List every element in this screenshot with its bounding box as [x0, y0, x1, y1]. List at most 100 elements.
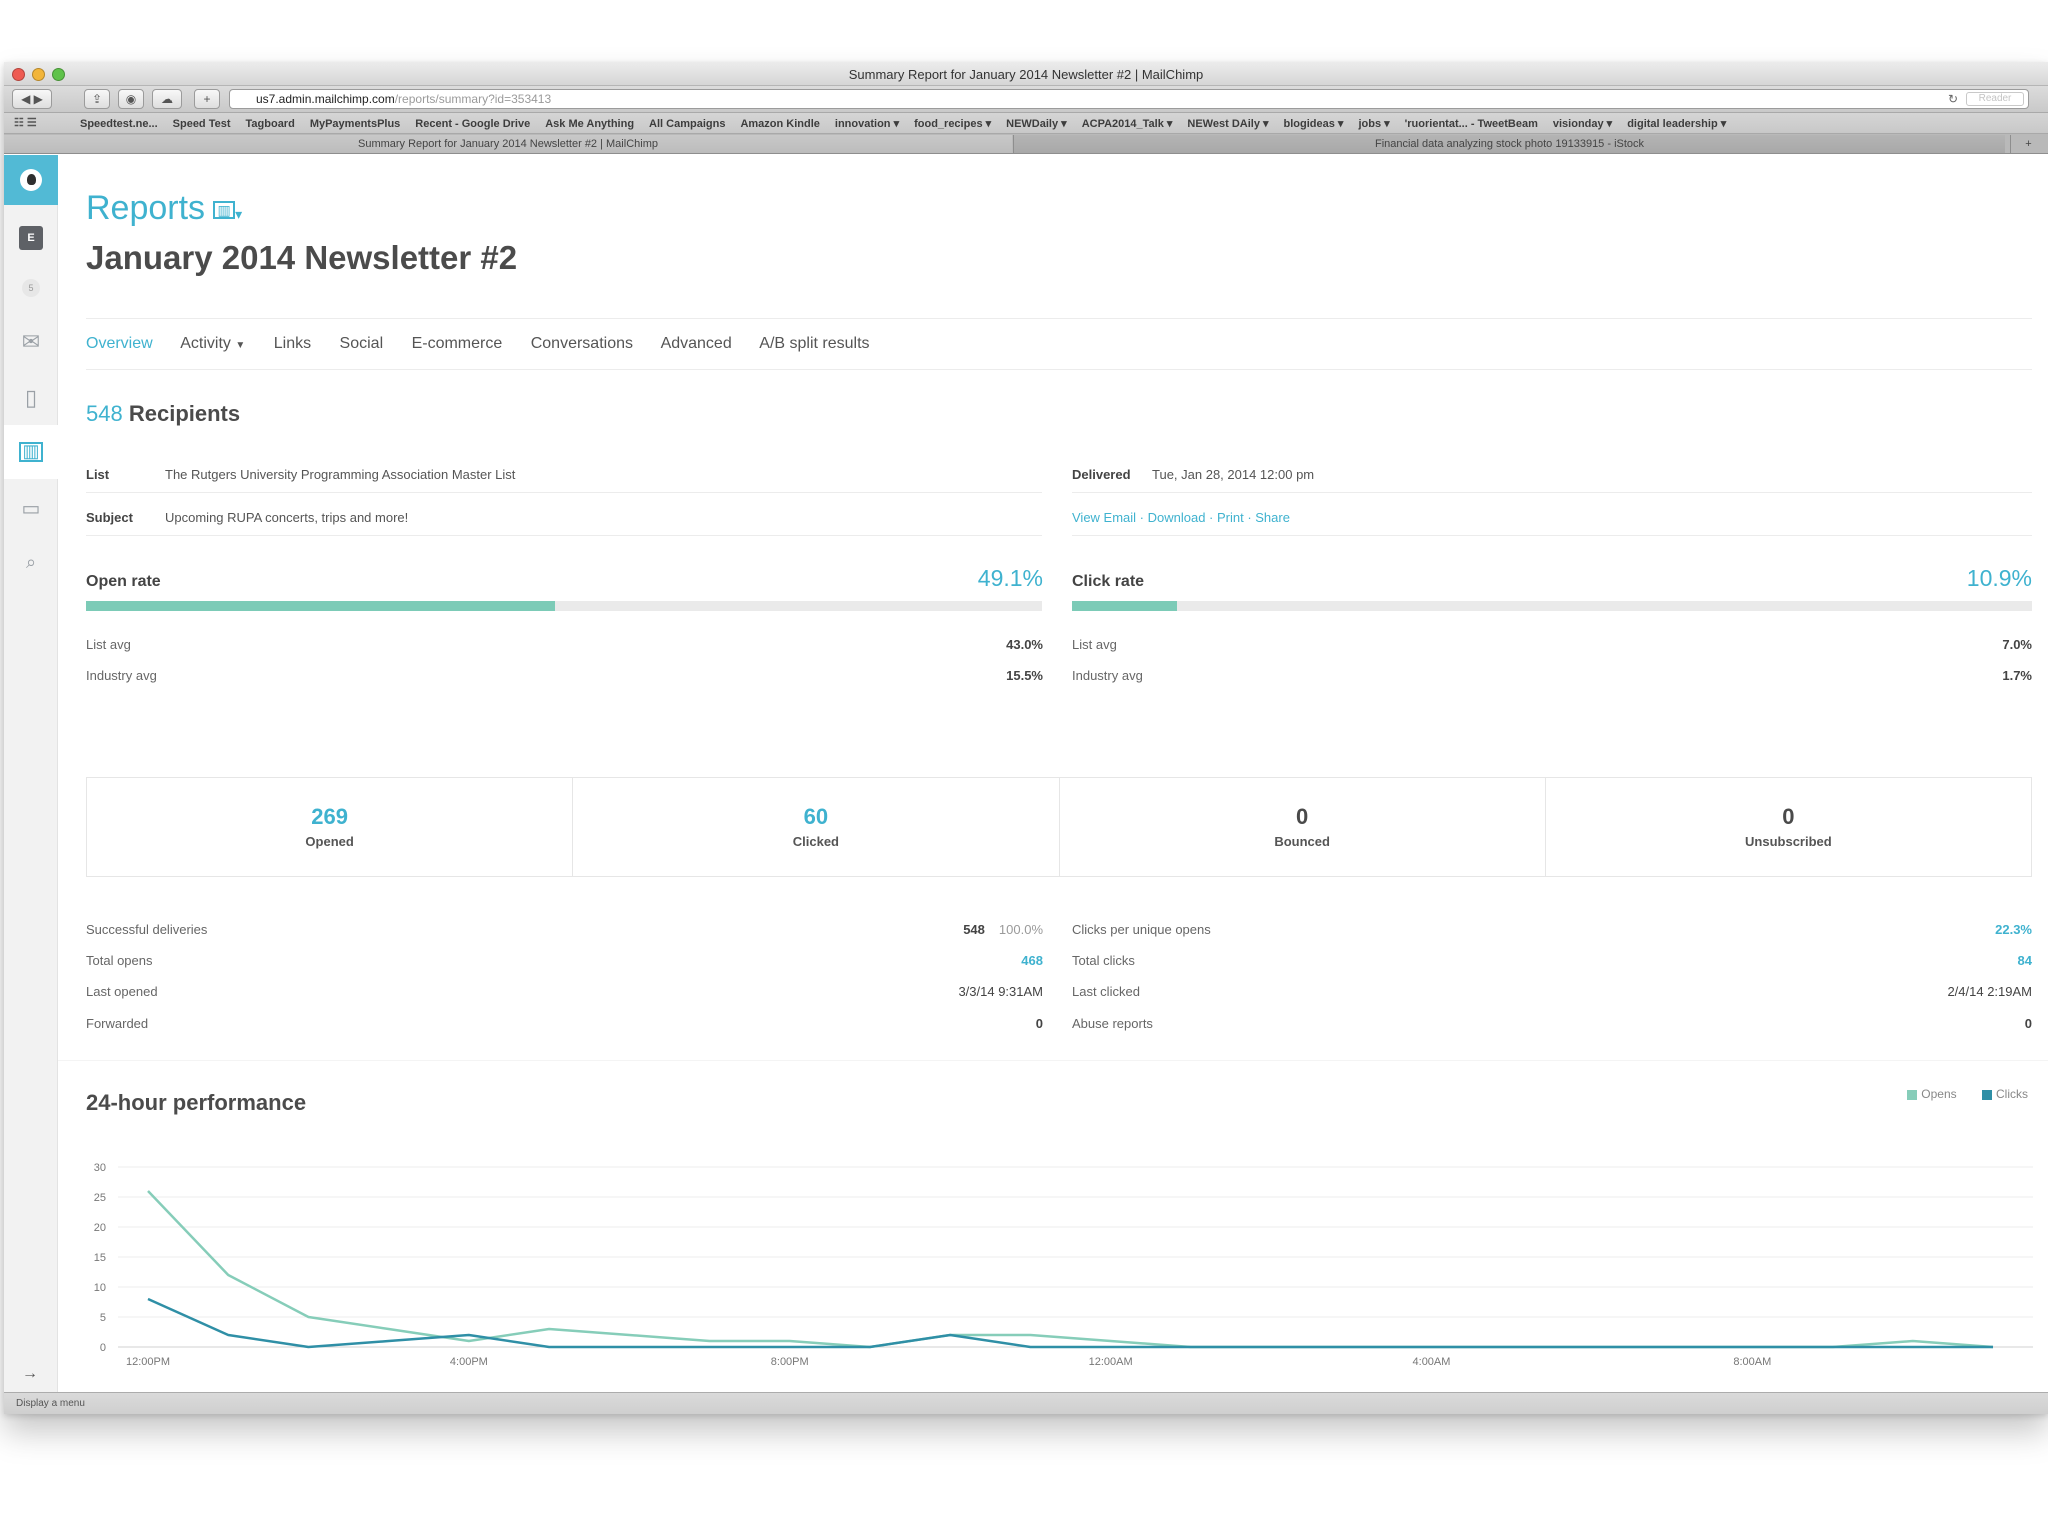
title-bar: Summary Report for January 2014 Newslett… — [4, 62, 2048, 86]
tab-ab-split[interactable]: A/B split results — [759, 335, 870, 352]
bookmark-item[interactable]: MyPaymentsPlus — [309, 118, 401, 130]
bookmarks-bar: ☷ ☰ Speedtest.ne... Speed Test Tagboard MyP… — [4, 113, 2048, 134]
bookmark-item[interactable]: NEWDaily ▾ — [1006, 118, 1067, 130]
sidebar-item-editor[interactable]: E — [4, 211, 58, 265]
email-actions-links[interactable]: View Email · Download · Print · Share — [1072, 510, 1290, 525]
performance-title: 24-hour performance — [86, 1090, 307, 1115]
tab-links[interactable]: Links — [273, 335, 312, 352]
open-industry-avg-label: Industry avg — [86, 668, 157, 683]
sidebar-item-autoresponders[interactable]: ▭ — [4, 481, 58, 535]
tab-bar: Summary Report for January 2014 Newslett… — [4, 134, 2048, 154]
tab-activity[interactable]: Activity ▼ — [180, 335, 245, 352]
recipients-heading: 548 Recipients — [86, 401, 240, 427]
x-tick-label: 12:00PM — [126, 1356, 170, 1368]
divider — [1072, 535, 2032, 536]
bookmark-item[interactable]: Ask Me Anything — [545, 118, 635, 130]
sidebar-item-search[interactable]: ⌕ — [4, 535, 58, 589]
y-tick-label: 10 — [94, 1282, 106, 1294]
open-industry-avg-value: 15.5% — [1006, 668, 1043, 683]
bookmark-item[interactable]: digital leadership ▾ — [1627, 118, 1727, 130]
unsubscribed-count: 0 — [1782, 804, 1795, 829]
inbox-icon: ▭ — [21, 497, 41, 520]
stat-clicked[interactable]: 60 Clicked — [573, 778, 1060, 876]
legend-clicks-swatch — [1982, 1089, 1992, 1100]
list-value: The Rutgers University Programming Assoc… — [165, 467, 516, 482]
sidebar-item-reports[interactable]: ▥ — [4, 425, 58, 479]
bookmark-item[interactable]: All Campaigns — [649, 118, 726, 130]
bookmark-item[interactable]: food_recipes ▾ — [914, 118, 992, 130]
subject-value: Upcoming RUPA concerts, trips and more! — [165, 510, 409, 525]
delivered-value: Tue, Jan 28, 2014 12:00 pm — [1152, 467, 1315, 482]
divider — [86, 535, 1042, 536]
open-rate-bar-fill — [86, 601, 556, 611]
stat-opened[interactable]: 269 Opened — [87, 778, 574, 876]
click-industry-avg-label: Industry avg — [1072, 668, 1143, 683]
share-icon[interactable]: ⇪ — [84, 89, 110, 109]
cloud-icon[interactable]: ☁ — [152, 89, 182, 109]
zoom-window-button[interactable] — [52, 68, 65, 81]
delivered-label: Delivered — [1072, 467, 1131, 482]
bookmark-item[interactable]: 'ruorientat... - TweetBeam — [1404, 118, 1538, 130]
subject-label: Subject — [86, 510, 133, 525]
history-icon[interactable]: ◉ — [118, 89, 144, 109]
tab-summary-report[interactable]: Summary Report for January 2014 Newslett… — [4, 135, 1012, 153]
sidebar-item-campaigns[interactable]: ✉ — [4, 315, 58, 369]
add-tab-button[interactable]: + — [2010, 135, 2046, 153]
bookmark-item[interactable]: Speedtest.ne... — [80, 118, 158, 130]
url-host: us7.admin.mailchimp.com — [256, 92, 395, 106]
back-forward-buttons[interactable]: ◀ ▶ — [12, 89, 52, 109]
tab-ecommerce[interactable]: E-commerce — [411, 335, 503, 352]
divider — [86, 369, 2032, 370]
legend-opens[interactable]: Opens — [1907, 1087, 1957, 1101]
successful-deliveries-value: 548 100.0% — [738, 922, 1043, 937]
abuse-reports-value: 0 — [2024, 1016, 2032, 1031]
total-opens-value[interactable]: 468 — [1021, 953, 1043, 968]
new-tab-icon[interactable]: + — [194, 89, 220, 109]
clicked-count: 60 — [803, 804, 829, 829]
open-list-avg-value: 43.0% — [1006, 637, 1043, 652]
tab-social[interactable]: Social — [339, 335, 384, 352]
bookmarks-icons[interactable]: ☷ ☰ — [14, 117, 37, 129]
bookmark-item[interactable]: innovation ▾ — [834, 118, 900, 130]
minimize-window-button[interactable] — [32, 68, 45, 81]
bookmark-item[interactable]: visionday ▾ — [1552, 118, 1613, 130]
bookmark-item[interactable]: blogideas ▾ — [1283, 118, 1344, 130]
total-clicks-value[interactable]: 84 — [2017, 953, 2032, 968]
open-rate-bar — [86, 601, 1042, 611]
envelope-icon: ✉ — [21, 329, 41, 354]
reload-icon[interactable]: ↻ — [1947, 92, 1958, 106]
bookmark-item[interactable]: Amazon Kindle — [740, 118, 820, 130]
expand-arrow-icon[interactable]: → — [22, 1365, 38, 1382]
tab-istock[interactable]: Financial data analyzing stock photo 191… — [1013, 135, 2005, 153]
sidebar-item-notifications[interactable]: 5 — [4, 261, 58, 315]
list-label: List — [86, 467, 110, 482]
opened-label: Opened — [305, 834, 354, 849]
tab-advanced[interactable]: Advanced — [660, 335, 732, 352]
bookmark-item[interactable]: Recent - Google Drive — [415, 118, 531, 130]
reader-button[interactable]: Reader — [1966, 92, 2024, 106]
last-clicked-value: 2/4/14 2:19AM — [1947, 984, 2032, 999]
tab-conversations[interactable]: Conversations — [530, 335, 633, 352]
legend-clicks[interactable]: Clicks — [1982, 1087, 2028, 1101]
bookmark-item[interactable]: Speed Test — [172, 118, 231, 130]
forwarded-label: Forwarded — [86, 1016, 149, 1031]
chevron-down-icon[interactable]: ▾ — [235, 206, 243, 222]
close-window-button[interactable] — [12, 68, 25, 81]
tab-overview[interactable]: Overview — [86, 335, 153, 352]
sidebar-item-templates[interactable]: ▯ — [4, 371, 58, 425]
bookmark-item[interactable]: NEWest DAily ▾ — [1187, 118, 1269, 130]
y-tick-label: 15 — [94, 1252, 106, 1264]
click-list-avg-label: List avg — [1072, 637, 1117, 652]
document-icon: ▯ — [24, 385, 38, 410]
bookmark-item[interactable]: jobs ▾ — [1358, 118, 1390, 130]
click-rate-label: Click rate — [1072, 573, 1145, 590]
unsubscribed-label: Unsubscribed — [1745, 834, 1832, 849]
clicks-per-unique-opens-label: Clicks per unique opens — [1072, 922, 1211, 937]
mailchimp-logo-icon[interactable] — [4, 155, 58, 205]
bookmark-item[interactable]: ACPA2014_Talk ▾ — [1081, 118, 1173, 130]
bookmark-item[interactable]: Tagboard — [245, 118, 295, 130]
reports-chart-icon: ▥ — [19, 442, 43, 462]
page-title: January 2014 Newsletter #2 — [86, 239, 518, 276]
report-chart-dropdown-icon[interactable]: ▥ — [213, 201, 236, 220]
address-bar[interactable]: us7.admin.mailchimp.com/reports/summary?… — [229, 89, 2029, 109]
